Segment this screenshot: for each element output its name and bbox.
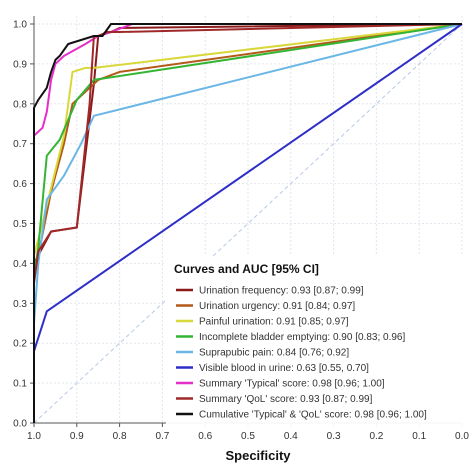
x-tick-label: 1.0 xyxy=(27,431,41,442)
legend-entry: Urination frequency: 0.93 [0.87; 0.99] xyxy=(199,286,364,297)
x-tick-label: 0.1 xyxy=(412,431,426,442)
legend-entry: Urination urgency: 0.91 [0.84; 0.97] xyxy=(199,301,355,312)
legend-title: Curves and AUC [95% CI] xyxy=(174,262,319,276)
y-tick-label: 0.2 xyxy=(13,339,27,350)
legend-entry: Painful urination: 0.91 [0.85; 0.97] xyxy=(199,317,349,328)
x-tick-label: 0.6 xyxy=(198,431,212,442)
y-tick-label: 0.3 xyxy=(13,299,27,310)
y-tick-label: 0.5 xyxy=(13,219,27,230)
legend-entry: Suprapubic pain: 0.84 [0.76; 0.92] xyxy=(199,348,349,359)
x-tick-label: 0.8 xyxy=(113,431,127,442)
legend-entry: Summary 'QoL' score: 0.93 [0.87; 0.99] xyxy=(199,394,373,405)
y-tick-label: 0.6 xyxy=(13,179,27,190)
legend-entry: Cumulative 'Typical' & 'QoL' score: 0.98… xyxy=(199,410,427,421)
x-tick-label: 0.4 xyxy=(284,431,298,442)
legend: Curves and AUC [95% CI] Urination frequen… xyxy=(166,256,474,428)
y-tick-label: 0.0 xyxy=(13,419,27,430)
x-tick-label: 0.7 xyxy=(155,431,169,442)
legend-entry: Visible blood in urine: 0.63 [0.55, 0.70… xyxy=(199,363,369,374)
roc-curves xyxy=(33,23,463,423)
y-tick-label: 1.0 xyxy=(13,20,27,31)
roc-curve-7 xyxy=(33,23,462,423)
y-tick-label: 0.8 xyxy=(13,99,27,110)
x-tick-label: 0.5 xyxy=(241,431,255,442)
y-tick-label: 0.1 xyxy=(13,379,27,390)
x-tick-label: 0.9 xyxy=(70,431,84,442)
legend-entry: Summary 'Typical' score: 0.98 [0.96; 1.0… xyxy=(199,379,385,390)
x-axis-title: Specificity xyxy=(225,448,291,463)
x-tick-label: 0.0 xyxy=(455,431,469,442)
x-tick-label: 0.3 xyxy=(327,431,341,442)
legend-box xyxy=(166,256,474,428)
y-tick-label: 0.4 xyxy=(13,259,27,270)
x-tick-label: 0.2 xyxy=(369,431,383,442)
legend-entry: Incomplete bladder emptying: 0.90 [0.83;… xyxy=(199,332,405,343)
y-tick-label: 0.7 xyxy=(13,139,27,150)
roc-curve-8 xyxy=(33,23,463,423)
y-tick-label: 0.9 xyxy=(13,59,27,70)
roc-curve-9 xyxy=(33,23,462,423)
